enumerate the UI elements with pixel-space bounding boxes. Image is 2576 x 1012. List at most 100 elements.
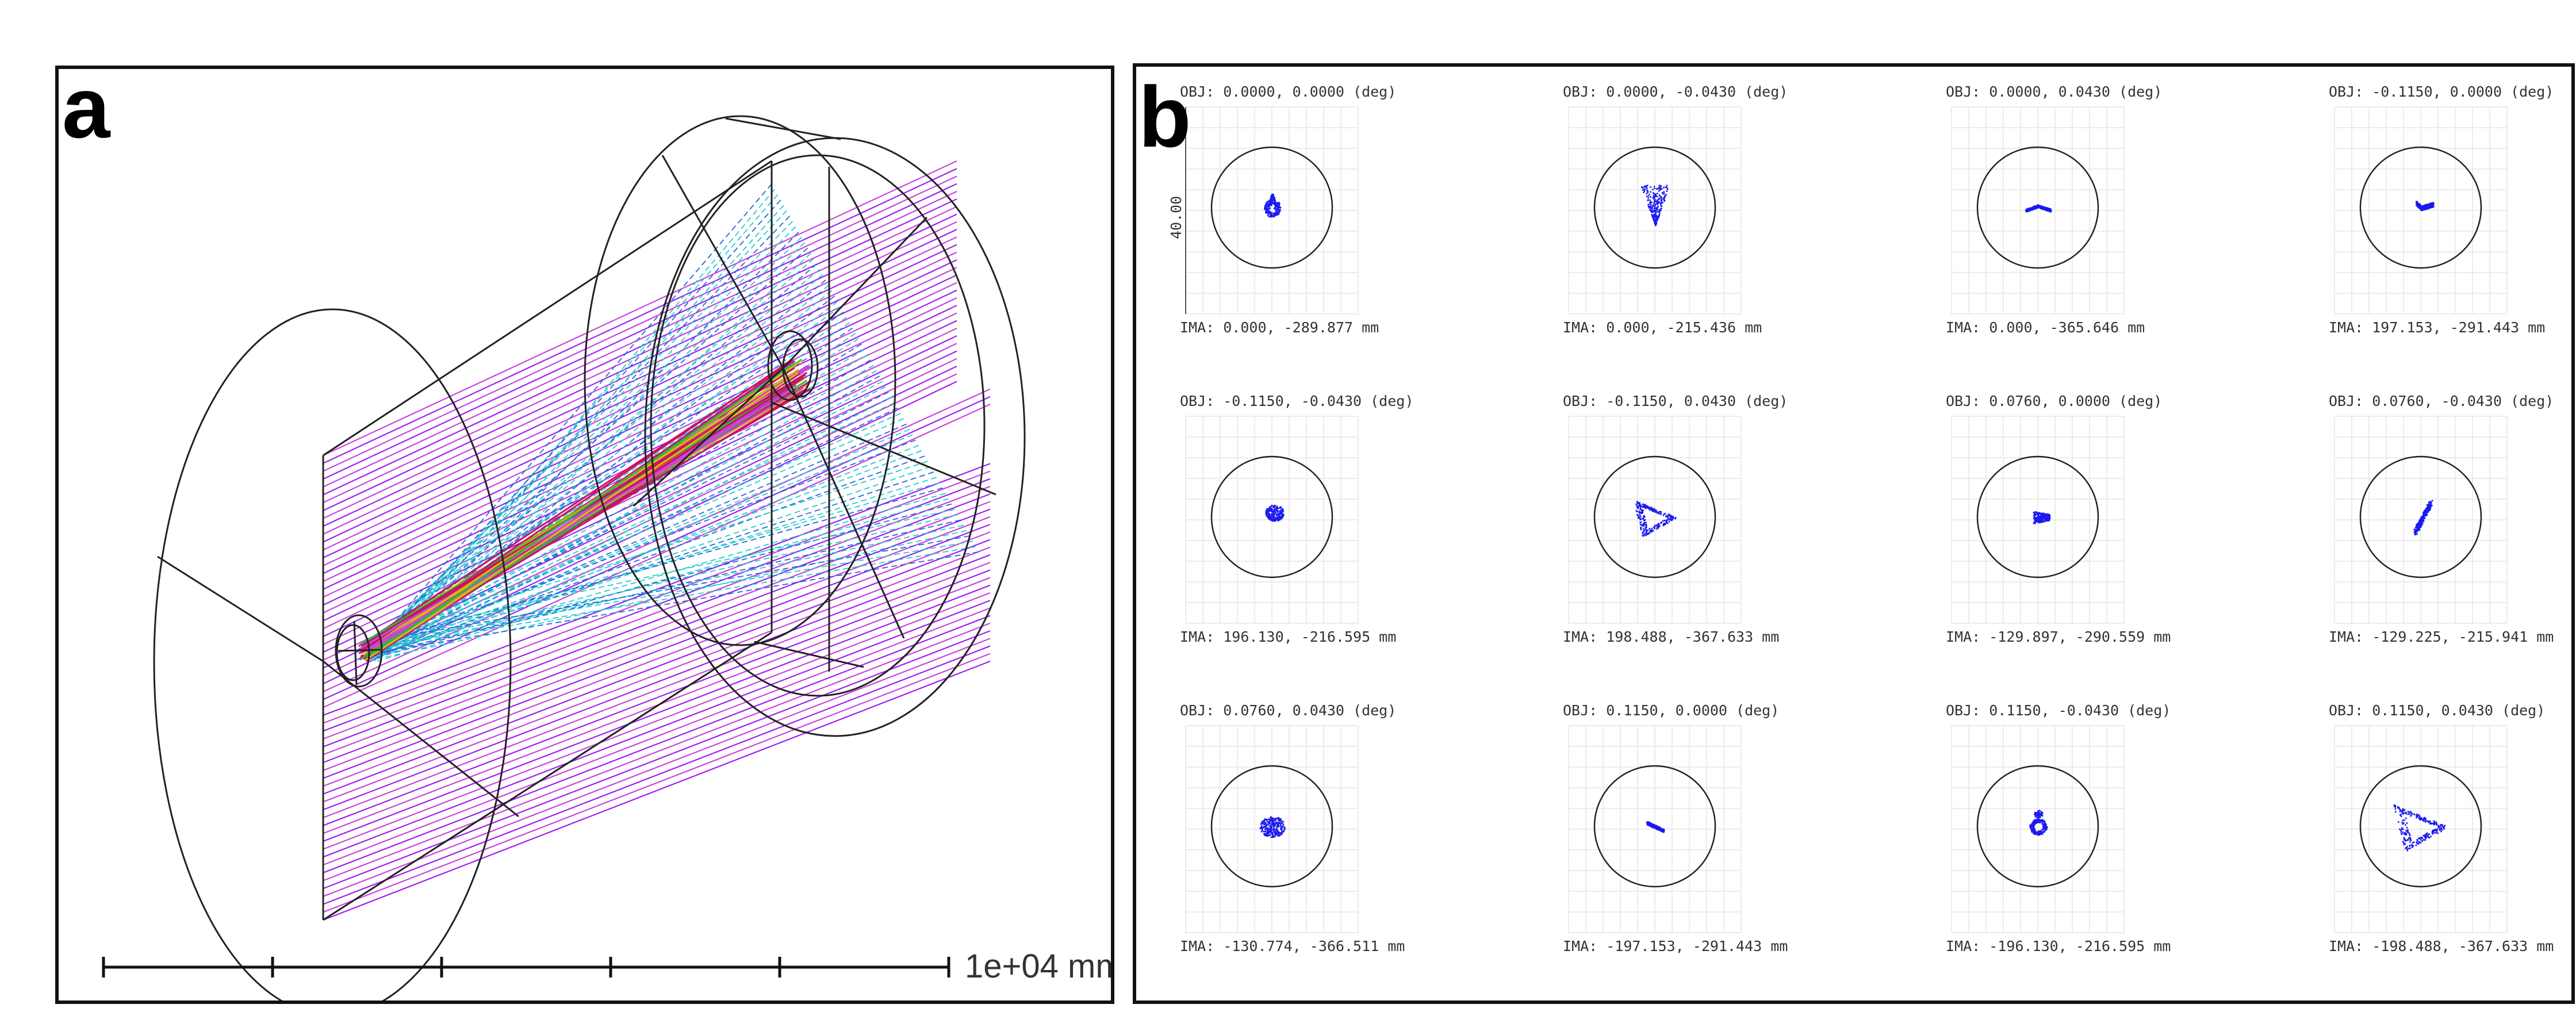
spot-point xyxy=(2436,830,2438,831)
spot-point xyxy=(1653,209,1655,211)
spot-point xyxy=(2034,205,2037,207)
spot-point xyxy=(1643,504,1645,506)
spot-point xyxy=(2419,206,2421,208)
spot-point xyxy=(1657,216,1659,218)
spot-point xyxy=(1659,828,1662,830)
spot-point xyxy=(2049,518,2050,520)
spot-point xyxy=(2415,844,2417,846)
spot-point xyxy=(1663,829,1665,831)
spot-point xyxy=(2421,837,2423,838)
spot-point xyxy=(2049,208,2051,210)
spot-point xyxy=(1273,216,1275,218)
spot-point xyxy=(1272,511,1275,513)
focused-ray xyxy=(366,362,795,659)
spot-point xyxy=(2035,511,2037,513)
spot-point xyxy=(2425,833,2427,835)
spot-point xyxy=(1658,523,1660,525)
spot-point xyxy=(2416,842,2418,844)
spot-point xyxy=(1279,825,1282,827)
spot-point xyxy=(1271,826,1272,827)
spot-point xyxy=(1278,210,1280,213)
spot-point xyxy=(1654,203,1657,205)
spot-point xyxy=(1647,204,1650,206)
spot-point xyxy=(1271,504,1273,507)
spot-point xyxy=(1275,831,1278,833)
spot-point xyxy=(1279,823,1282,826)
spot-point xyxy=(2438,827,2440,830)
spot-point xyxy=(1657,526,1659,528)
spot-point xyxy=(1646,531,1648,532)
spot-point xyxy=(1268,510,1270,512)
spot-point xyxy=(1649,528,1651,530)
reflected-ray xyxy=(363,487,943,646)
spot-point xyxy=(1645,523,1647,526)
spot-point xyxy=(1276,515,1278,516)
spot-point xyxy=(2431,204,2432,206)
spot-point xyxy=(1640,527,1642,529)
spot-point xyxy=(1270,516,1272,518)
spot-point xyxy=(1659,210,1661,213)
spot-point xyxy=(1672,517,1673,519)
spot-point xyxy=(2440,823,2441,826)
spot-point xyxy=(1281,829,1282,831)
spot-point xyxy=(2430,504,2432,506)
spot-point xyxy=(1643,525,1644,527)
incoming-ray xyxy=(323,630,991,890)
incoming-ray xyxy=(323,501,991,756)
spot-point xyxy=(1265,513,1267,515)
spot-point xyxy=(2412,846,2413,848)
spot-point xyxy=(2425,207,2427,209)
spot-point xyxy=(1271,200,1273,202)
airy-disk-circle xyxy=(1976,765,2099,888)
spot-point xyxy=(2410,839,2412,841)
spot-point xyxy=(2424,207,2426,209)
spot-point xyxy=(1278,832,1280,834)
spot-point xyxy=(1270,203,1272,205)
spot-point xyxy=(2431,831,2433,833)
spot-point xyxy=(1659,212,1661,214)
panel-a-ray-trace: 1e+04 mm xyxy=(55,66,1124,1012)
spot-point xyxy=(1662,523,1665,526)
spot-point xyxy=(2398,828,2401,830)
spot-point xyxy=(1267,824,1269,826)
spot-point xyxy=(1666,519,1669,522)
spot-point xyxy=(2035,520,2037,522)
spot-point xyxy=(1275,513,1277,515)
spot-point xyxy=(2394,804,2397,807)
spot-point xyxy=(2422,515,2425,516)
reflected-ray xyxy=(375,306,841,642)
spot-point xyxy=(1268,832,1270,834)
spot-point xyxy=(2034,815,2037,818)
incoming-ray xyxy=(323,259,957,559)
spot-point xyxy=(1654,198,1656,201)
spot-point xyxy=(1276,518,1278,520)
obj-label: OBJ: -0.1150, 0.0000 (deg) xyxy=(2329,83,2554,100)
spot-point xyxy=(2048,513,2050,516)
obj-label: OBJ: -0.1150, 0.0430 (deg) xyxy=(1563,393,1788,409)
spot-point xyxy=(2425,835,2427,838)
spot-point xyxy=(2044,208,2045,210)
spot-point xyxy=(2031,823,2033,825)
spot-point xyxy=(1266,212,1268,214)
spot-point xyxy=(1273,518,1275,519)
spot-point xyxy=(1658,198,1661,200)
spot-point xyxy=(2410,815,2412,817)
spot-point xyxy=(1655,195,1657,197)
spot-point xyxy=(2393,804,2395,806)
spot-point xyxy=(1640,511,1642,513)
spot-point xyxy=(2410,811,2412,814)
spot-point xyxy=(1644,535,1647,536)
spot-point xyxy=(2041,822,2043,823)
spot-point xyxy=(2049,517,2051,519)
spot-point xyxy=(1274,204,1276,206)
spot-point xyxy=(1262,821,1263,822)
spot-point xyxy=(1269,828,1271,830)
secondary-mirror-hatch xyxy=(353,620,358,685)
obj-label: OBJ: 0.0000, 0.0000 (deg) xyxy=(1180,83,1396,100)
spot-point xyxy=(2032,208,2034,209)
spot-point xyxy=(2429,504,2431,505)
secondary-mirror-hatch xyxy=(338,649,381,652)
spot-point xyxy=(1652,217,1654,219)
spot-point xyxy=(2418,207,2421,209)
spot-point xyxy=(1649,822,1651,824)
